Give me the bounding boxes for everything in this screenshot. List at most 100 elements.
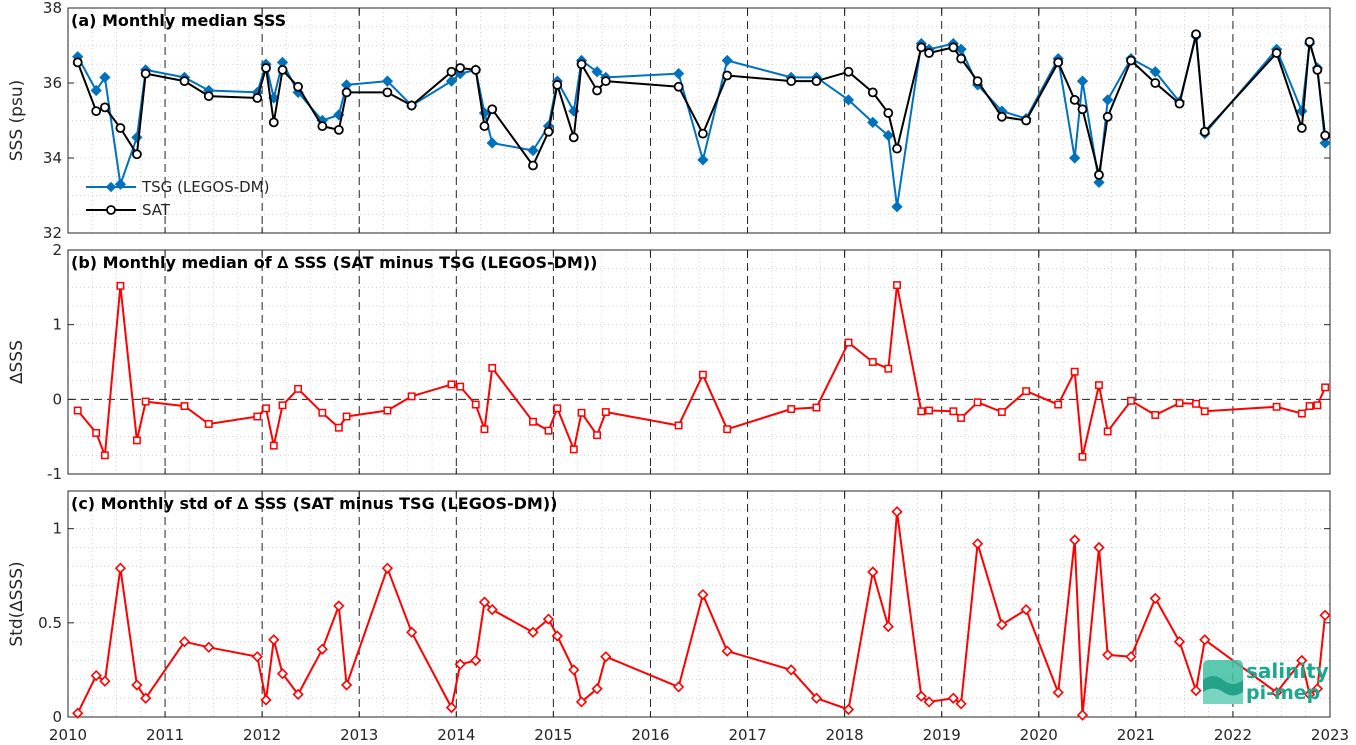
legend: TSG (LEGOS-DM) SAT: [86, 178, 269, 219]
data-point: [455, 63, 466, 73]
data-point: [90, 669, 102, 682]
y-tick-label: 2: [52, 241, 62, 259]
data-point: [1070, 367, 1079, 376]
data-point: [1095, 381, 1103, 390]
data-point: [551, 630, 563, 642]
data-point: [253, 412, 262, 421]
axes-frame: [67, 7, 1331, 234]
data-point: [269, 441, 278, 450]
data-point: [893, 281, 901, 290]
data-point: [891, 506, 903, 518]
data-point: [955, 698, 967, 710]
data-point: [445, 701, 458, 714]
data-point: [1190, 684, 1202, 697]
series-0: [73, 281, 1330, 461]
data-point: [1125, 651, 1137, 663]
data-point: [131, 679, 143, 691]
data-point: [1054, 400, 1063, 409]
data-point: [268, 117, 279, 128]
data-point: [1313, 401, 1322, 410]
data-point: [341, 87, 352, 98]
data-point: [407, 392, 416, 401]
y-tick-label: 34: [43, 149, 62, 167]
data-point: [1297, 409, 1306, 418]
data-point: [672, 681, 685, 693]
data-point: [1173, 636, 1186, 648]
data-point: [884, 364, 893, 373]
data-point: [697, 128, 708, 139]
y-tick-label: 32: [43, 224, 62, 242]
data-point: [72, 57, 83, 68]
data-point: [446, 66, 457, 77]
data-point: [600, 76, 611, 87]
data-point: [140, 68, 151, 79]
x-tick-label: 2011: [146, 726, 184, 744]
data-point: [92, 428, 101, 437]
x-axis-tick-labels: 2010 2011 2012 2013 2014 2015 2016 2017 2018 2019…: [49, 726, 1349, 744]
data-point: [575, 696, 588, 708]
data-point: [577, 408, 586, 417]
axes-frame: [67, 490, 1331, 718]
data-point: [1320, 130, 1331, 141]
data-point: [722, 70, 733, 81]
x-tick-label: 2018: [826, 726, 864, 744]
data-point: [786, 76, 797, 87]
data-point: [1021, 115, 1032, 126]
data-point: [179, 76, 190, 87]
data-point: [178, 636, 191, 648]
data-point: [486, 137, 498, 149]
data-point: [811, 76, 822, 87]
data-point: [591, 66, 603, 78]
data-point: [593, 431, 602, 440]
data-point: [544, 426, 553, 435]
data-point: [488, 364, 497, 372]
data-point: [996, 619, 1008, 631]
panel-b: -1 0 1 2 ∆SSS (b) Monthly median of ∆ SSS (SA…: [7, 241, 1331, 483]
x-tick-label: 2017: [728, 726, 766, 744]
x-tick-label: 2010: [49, 726, 87, 744]
series-0: [72, 506, 1331, 721]
data-point: [957, 414, 966, 422]
data-point: [697, 588, 709, 601]
data-point: [698, 370, 707, 379]
data-point: [996, 111, 1007, 122]
y-tick-label: 38: [43, 0, 62, 17]
data-point: [99, 102, 110, 113]
data-point: [591, 683, 603, 695]
data-point: [553, 404, 562, 413]
data-point: [203, 91, 214, 102]
data-point: [924, 48, 934, 58]
data-point: [340, 679, 353, 691]
data-point: [486, 603, 498, 616]
data-point: [568, 664, 580, 676]
data-point: [382, 87, 393, 98]
data-point: [1312, 64, 1323, 75]
data-point: [406, 100, 417, 111]
data-point: [1076, 75, 1089, 87]
data-point: [292, 688, 304, 701]
data-point: [947, 692, 959, 704]
data-point: [891, 201, 903, 213]
data-point: [592, 85, 602, 96]
legend-marker: [106, 205, 116, 215]
data-point: [674, 421, 683, 430]
data-point: [1151, 411, 1160, 419]
data-point: [785, 664, 797, 676]
data-point: [1319, 609, 1331, 621]
data-point: [916, 42, 927, 53]
data-point: [527, 144, 539, 157]
data-point: [600, 651, 612, 663]
data-point: [915, 690, 927, 702]
data-point: [318, 408, 327, 417]
data-point: [73, 406, 82, 415]
data-point: [925, 406, 934, 415]
data-point: [543, 126, 554, 137]
data-point: [882, 129, 894, 142]
y-axis-label: SSS (psu): [7, 80, 27, 161]
data-point: [842, 94, 855, 106]
data-point: [1093, 541, 1105, 554]
data-point: [867, 87, 878, 98]
series-1: [72, 29, 1331, 180]
grid-lines: [68, 8, 1330, 233]
data-point: [892, 143, 902, 154]
